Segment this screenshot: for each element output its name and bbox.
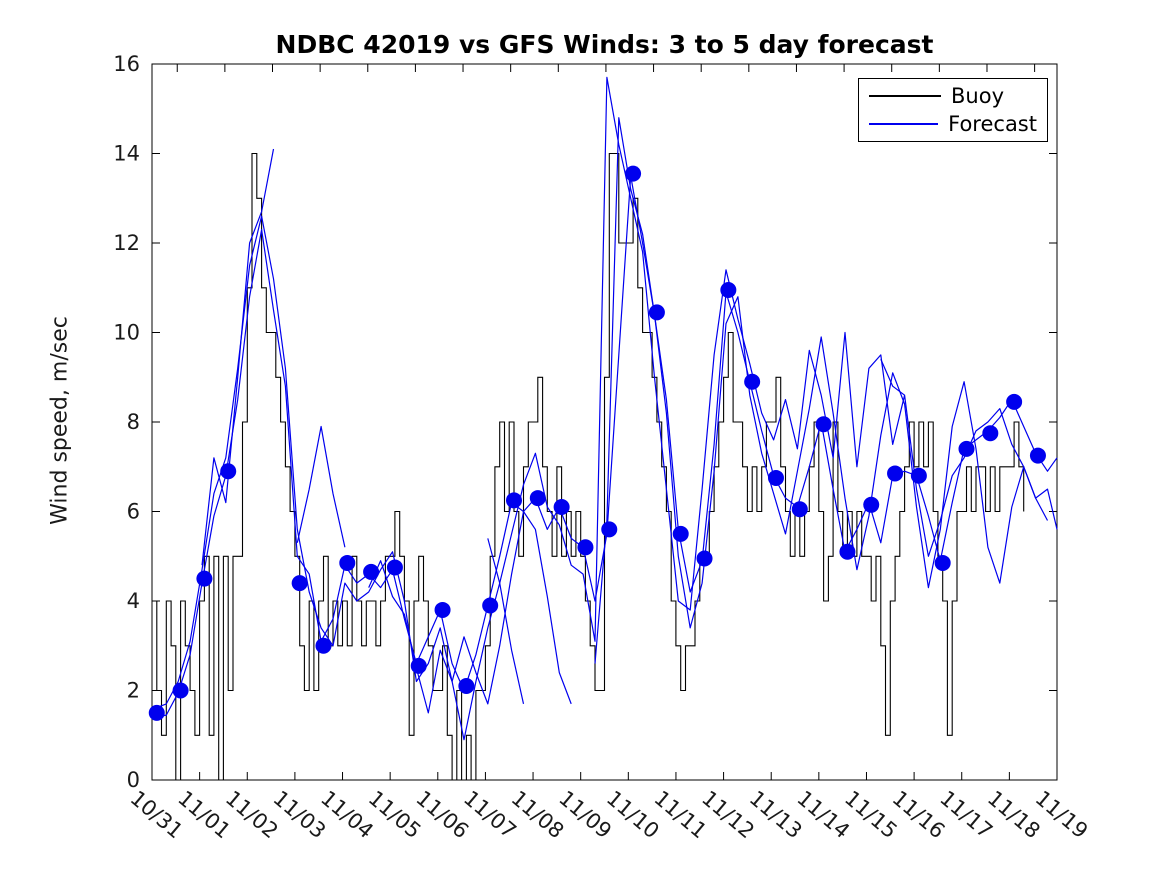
forecast-marker	[910, 467, 927, 484]
forecast-marker	[458, 678, 475, 695]
x-tick-label: 11/10	[602, 786, 664, 843]
legend: Buoy Forecast	[858, 78, 1048, 142]
x-tick-label: 11/19	[1031, 786, 1093, 843]
y-axis-label: Wind speed, m/sec	[47, 316, 73, 525]
x-tick-label: 11/01	[173, 786, 235, 843]
y-tick-label: 4	[127, 589, 140, 613]
buoy-line-sample	[869, 94, 941, 97]
forecast-series-line	[201, 117, 1049, 714]
forecast-marker	[1006, 393, 1023, 410]
forecast-marker	[363, 563, 380, 580]
legend-label-buoy: Buoy	[951, 83, 1004, 108]
y-tick-label: 6	[127, 500, 140, 524]
forecast-marker	[839, 543, 856, 560]
x-tick-label: 11/07	[459, 786, 521, 843]
forecast-marker	[577, 539, 594, 556]
forecast-marker	[982, 425, 999, 442]
forecast-marker	[172, 682, 189, 699]
y-tick-label: 14	[113, 142, 140, 166]
x-tick-label: 11/03	[268, 786, 330, 843]
x-tick-label: 11/18	[983, 786, 1045, 843]
x-tick-label: 11/11	[650, 786, 712, 843]
y-tick-label: 16	[113, 52, 140, 76]
x-tick-label: 11/08	[507, 786, 569, 843]
forecast-marker	[625, 165, 642, 182]
forecast-marker	[696, 550, 713, 567]
x-tick-label: 11/15	[840, 786, 902, 843]
forecast-series-line	[880, 359, 905, 396]
legend-label-forecast: Forecast	[948, 112, 1037, 137]
buoy-series-line	[152, 152, 1025, 781]
forecast-series-line	[487, 538, 525, 705]
legend-entry-forecast: Forecast	[869, 112, 1037, 136]
x-tick-label: 11/09	[554, 786, 616, 843]
forecast-marker	[744, 373, 761, 390]
forecast-marker	[386, 559, 403, 576]
legend-entry-buoy: Buoy	[869, 84, 1037, 108]
x-tick-label: 11/04	[316, 786, 378, 843]
forecast-marker	[434, 601, 451, 618]
forecast-marker	[315, 637, 332, 654]
x-tick-label: 11/06	[411, 786, 473, 843]
forecast-marker	[720, 281, 737, 298]
x-tick-label: 11/12	[697, 786, 759, 843]
forecast-marker	[934, 554, 951, 571]
forecast-marker	[863, 496, 880, 513]
forecast-marker	[553, 499, 570, 516]
forecast-marker	[196, 570, 213, 587]
forecast-marker	[672, 525, 689, 542]
forecast-marker	[482, 597, 499, 614]
x-tick-label: 11/05	[364, 786, 426, 843]
forecast-marker	[410, 657, 427, 674]
forecast-marker	[148, 704, 165, 721]
forecast-line-sample	[869, 123, 939, 126]
chart-title: NDBC 42019 vs GFS Winds: 3 to 5 day fore…	[275, 30, 934, 59]
forecast-marker	[887, 465, 904, 482]
x-tick-label: 11/16	[888, 786, 950, 843]
x-tick-label: 11/17	[935, 786, 997, 843]
y-tick-label: 0	[127, 768, 140, 792]
forecast-marker	[601, 521, 618, 538]
y-tick-label: 10	[113, 321, 140, 345]
forecast-marker	[506, 492, 522, 509]
forecast-marker	[529, 490, 546, 507]
forecast-marker	[958, 440, 975, 457]
forecast-marker	[291, 575, 308, 592]
forecast-series-line	[154, 76, 1058, 741]
x-tick-label: 11/14	[792, 786, 854, 843]
forecast-marker	[648, 304, 665, 321]
forecast-marker	[815, 416, 832, 433]
forecast-marker	[220, 463, 237, 480]
x-tick-label: 10/31	[126, 786, 188, 843]
y-tick-label: 12	[113, 231, 140, 255]
forecast-marker	[1029, 447, 1046, 464]
forecast-marker	[767, 469, 784, 486]
x-tick-label: 11/02	[221, 786, 283, 843]
forecast-marker	[339, 554, 356, 571]
x-tick-label: 11/13	[745, 786, 807, 843]
y-tick-label: 8	[127, 410, 140, 434]
y-tick-label: 2	[127, 679, 140, 703]
forecast-series-line	[154, 175, 1058, 718]
forecast-marker	[791, 501, 808, 518]
